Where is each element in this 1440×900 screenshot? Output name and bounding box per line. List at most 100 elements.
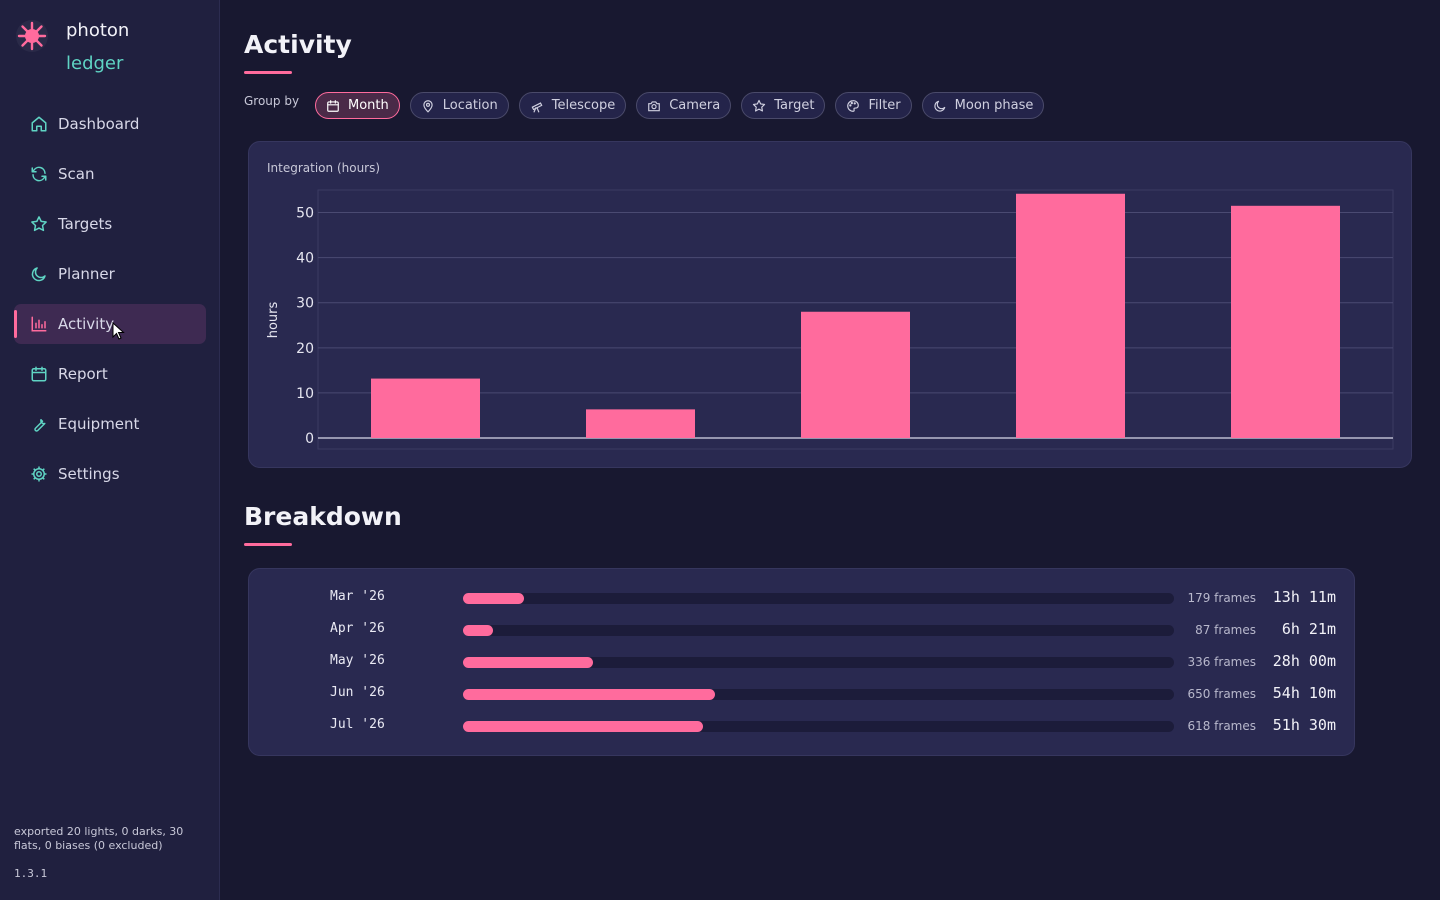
progress-track — [463, 625, 1174, 636]
chip-label: Moon phase — [954, 98, 1034, 113]
breakdown-title: Breakdown — [244, 502, 402, 531]
breakdown-row: Jun '26 650 frames 54h 10m — [249, 684, 1356, 704]
progress-track — [463, 593, 1174, 604]
page-title: Activity — [244, 30, 352, 59]
frame-count: 650 frames — [1187, 687, 1256, 701]
frame-count: 618 frames — [1187, 719, 1256, 733]
bar-3 — [1016, 193, 1125, 438]
bar-4 — [1231, 205, 1340, 438]
group-by-label: Group by — [244, 94, 300, 108]
breakdown-card: Mar '26 179 frames 13h 11m Apr '26 87 frames… — [248, 568, 1355, 756]
integration-time: 28h 00m — [1272, 652, 1336, 670]
y-axis-label: hours — [266, 302, 281, 339]
sidebar-item-label: Activity — [58, 315, 115, 333]
sidebar-item-label: Scan — [58, 165, 95, 183]
y-tick-label: 30 — [296, 296, 314, 312]
progress-track — [463, 689, 1174, 700]
sidebar-item-targets[interactable]: Targets — [14, 204, 206, 244]
chip-label: Month — [348, 98, 389, 113]
bar-0 — [371, 378, 480, 438]
gear-icon — [30, 465, 48, 483]
bar-2 — [801, 311, 910, 438]
logo-icon — [16, 20, 48, 52]
group-by-chips: Month Location Telescope Camera Target F… — [315, 92, 1045, 119]
frame-count: 336 frames — [1187, 655, 1256, 669]
breakdown-row: May '26 336 frames 28h 00m — [249, 652, 1356, 672]
progress-fill — [463, 689, 715, 700]
export-status: exported 20 lights, 0 darks, 30 flats, 0… — [14, 825, 184, 852]
camera-icon — [647, 99, 661, 113]
sidebar-item-label: Planner — [58, 265, 115, 283]
y-tick-label: 10 — [296, 386, 314, 402]
chip-moon-phase[interactable]: Moon phase — [921, 92, 1045, 119]
chart-title: Integration (hours) — [267, 161, 381, 175]
row-label: Mar '26 — [330, 589, 385, 604]
chip-label: Camera — [669, 98, 721, 113]
row-label: Jun '26 — [330, 685, 385, 700]
frame-count: 179 frames — [1187, 591, 1256, 605]
chip-location[interactable]: Location — [409, 92, 509, 119]
chip-label: Filter — [868, 98, 901, 113]
brand[interactable]: photon ledger — [14, 18, 129, 84]
calendar-icon — [326, 99, 340, 113]
progress-fill — [463, 721, 703, 732]
sidebar-item-label: Report — [58, 365, 108, 383]
sidebar-item-dashboard[interactable]: Dashboard — [14, 104, 206, 144]
bar-1 — [586, 409, 695, 438]
breakdown-underline — [244, 543, 292, 546]
telescope-icon — [530, 99, 544, 113]
chip-target[interactable]: Target — [741, 92, 826, 119]
integration-time: 51h 30m — [1272, 716, 1336, 734]
row-label: May '26 — [330, 653, 385, 668]
sidebar-item-activity[interactable]: Activity — [14, 304, 206, 344]
plot-frame — [317, 189, 1394, 450]
progress-fill — [463, 593, 525, 604]
chip-label: Location — [442, 98, 498, 113]
breakdown-row: Apr '26 87 frames 6h 21m — [249, 620, 1356, 640]
chip-label: Telescope — [551, 98, 616, 113]
sidebar-item-planner[interactable]: Planner — [14, 254, 206, 294]
sidebar: photon ledger Dashboard Scan Targets — [0, 0, 220, 900]
y-tick-label: 40 — [296, 251, 314, 267]
refresh-icon — [30, 165, 48, 183]
chip-filter[interactable]: Filter — [835, 92, 912, 119]
brand-name-ledger: ledger — [66, 53, 124, 74]
breakdown-row: Jul '26 618 frames 51h 30m — [249, 716, 1356, 736]
title-underline — [244, 71, 292, 74]
sidebar-item-label: Equipment — [58, 415, 140, 433]
integration-bar-chart: 0 10 20 30 40 50 hours — [266, 189, 1394, 450]
chip-camera[interactable]: Camera — [636, 92, 732, 119]
sidebar-item-label: Dashboard — [58, 115, 140, 133]
row-label: Apr '26 — [330, 621, 385, 636]
frame-count: 87 frames — [1195, 623, 1256, 637]
wrench-icon — [30, 415, 48, 433]
star-icon — [752, 99, 766, 113]
progress-track — [463, 657, 1174, 668]
moon-icon — [30, 265, 48, 283]
progress-track — [463, 721, 1174, 732]
sidebar-item-scan[interactable]: Scan — [14, 154, 206, 194]
mouse-cursor-icon — [112, 322, 125, 340]
sidebar-item-report[interactable]: Report — [14, 354, 206, 394]
bar-chart-icon — [30, 315, 48, 333]
row-label: Jul '26 — [330, 717, 385, 732]
sidebar-item-settings[interactable]: Settings — [14, 454, 206, 494]
sidebar-item-label: Settings — [58, 465, 120, 483]
pin-icon — [421, 99, 435, 113]
y-tick-label: 20 — [296, 341, 314, 357]
moon-icon — [933, 99, 947, 113]
progress-fill — [463, 657, 594, 668]
brand-name-photon: photon — [66, 20, 130, 41]
chip-label: Target — [774, 98, 815, 113]
sidebar-nav: Dashboard Scan Targets Planner Activity — [14, 104, 206, 504]
breakdown-row: Mar '26 179 frames 13h 11m — [249, 588, 1356, 608]
y-tick-label: 0 — [305, 431, 314, 447]
integration-time: 6h 21m — [1281, 620, 1336, 638]
integration-time: 13h 11m — [1272, 588, 1336, 606]
star-icon — [30, 215, 48, 233]
chip-telescope[interactable]: Telescope — [518, 92, 627, 119]
progress-fill — [463, 625, 493, 636]
chip-month[interactable]: Month — [315, 92, 400, 119]
app-version: 1.3.1 — [14, 867, 48, 880]
sidebar-item-equipment[interactable]: Equipment — [14, 404, 206, 444]
